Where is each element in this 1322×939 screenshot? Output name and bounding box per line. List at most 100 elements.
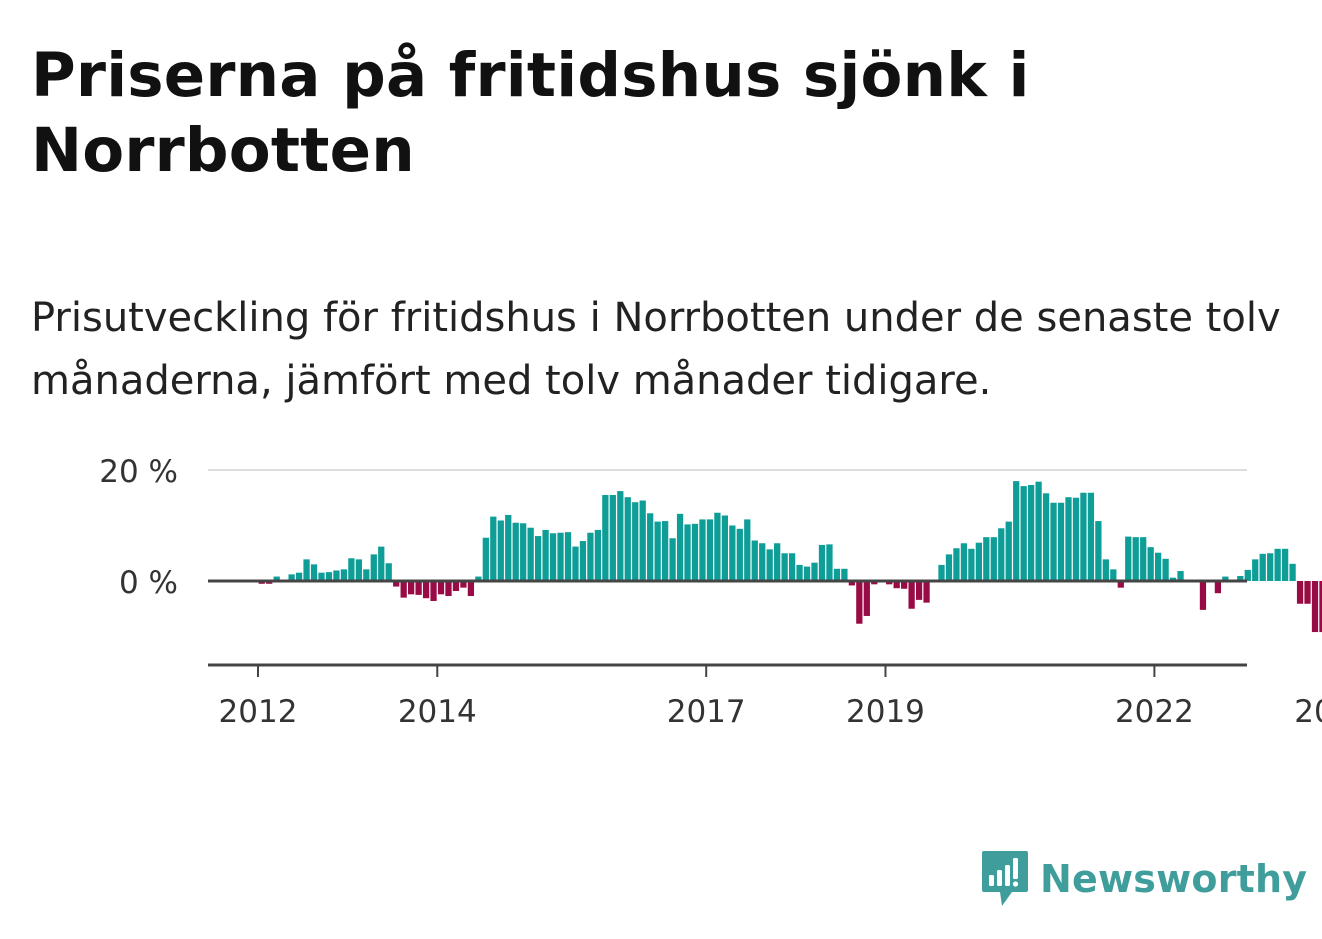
bar: [923, 581, 930, 603]
bar: [647, 513, 654, 581]
bar: [1169, 577, 1177, 581]
y-tick-label: 0 %: [119, 565, 178, 601]
bar: [938, 564, 945, 581]
bar: [774, 543, 781, 581]
bar: [1080, 492, 1087, 581]
bar: [945, 554, 953, 581]
bar: [1087, 492, 1095, 581]
bar: [1102, 559, 1109, 581]
bar: [990, 537, 997, 581]
bar: [303, 559, 310, 581]
bar: [1199, 581, 1207, 610]
bar: [744, 519, 751, 581]
bar: [385, 563, 392, 581]
bar: [759, 543, 766, 581]
bar: [684, 524, 691, 581]
bar: [1132, 537, 1139, 581]
bar: [796, 564, 803, 581]
bar: [482, 537, 489, 581]
bar: [363, 569, 370, 581]
bar: [564, 532, 572, 581]
bar: [1110, 569, 1117, 581]
bar: [632, 502, 639, 581]
bar: [557, 532, 564, 581]
bar: [908, 581, 915, 609]
bar: [706, 519, 714, 581]
bar: [355, 559, 362, 581]
bar: [295, 572, 303, 581]
x-tick-label: 2024: [1294, 694, 1322, 730]
bar: [1050, 502, 1057, 581]
bar: [886, 581, 893, 585]
bar: [691, 523, 699, 581]
bar: [430, 581, 437, 601]
bar: [340, 569, 348, 581]
bar: [1117, 581, 1124, 588]
bar: [901, 581, 908, 589]
bar: [422, 581, 430, 599]
x-tick-label: 2022: [1115, 694, 1194, 730]
bar: [273, 576, 280, 581]
bar: [968, 548, 975, 581]
x-tick-label: 2014: [398, 694, 477, 730]
bar: [587, 532, 594, 581]
bar: [1304, 581, 1311, 604]
newsworthy-logo-icon: [982, 851, 1028, 906]
labels: 0 %20 %201220142017201920222024−3 %: [99, 454, 1322, 730]
bar: [594, 529, 602, 581]
bar: [609, 494, 616, 581]
bar: [766, 549, 773, 581]
bar: [714, 512, 721, 581]
bar: [520, 523, 527, 581]
bar: [333, 570, 340, 581]
bar: [1155, 552, 1162, 581]
bar: [512, 522, 519, 581]
bar: [542, 529, 549, 581]
bar: [736, 528, 743, 581]
bar: [729, 525, 736, 581]
bar: [998, 528, 1005, 582]
bar: [826, 544, 833, 581]
bar: [1005, 521, 1012, 581]
bar: [437, 581, 445, 595]
bar: [1057, 502, 1065, 581]
bar: [624, 497, 631, 581]
x-tick-label: 2019: [846, 694, 925, 730]
bar: [721, 515, 729, 581]
bar: [661, 521, 669, 581]
bar: [370, 554, 377, 581]
bar: [288, 574, 295, 581]
bar: [445, 581, 452, 596]
bar: [676, 513, 684, 581]
bar: [983, 537, 990, 581]
bar: [1020, 486, 1027, 581]
bar: [572, 546, 579, 581]
bar: [408, 581, 415, 595]
page-subtitle: Prisutveckling för fritidshus i Norrbott…: [31, 295, 1281, 404]
brand-name: Newsworthy: [1040, 857, 1308, 901]
bar: [378, 546, 385, 581]
bar: [602, 494, 609, 581]
y-tick-label: 20 %: [99, 454, 178, 490]
x-tick-label: 2017: [667, 694, 746, 730]
bar: [915, 581, 923, 600]
newsworthy-brand: Newsworthy: [980, 848, 1307, 910]
bar: [505, 514, 512, 581]
bar: [393, 581, 400, 587]
page-title: Priserna på fritidshus sjönk i Norrbotte…: [31, 40, 1030, 186]
bar: [811, 562, 818, 581]
bar: [1147, 547, 1154, 581]
bar: [1162, 558, 1169, 581]
bar: [534, 536, 542, 581]
bar: [348, 558, 355, 581]
bar: [1214, 581, 1222, 594]
bar: [1289, 563, 1296, 581]
bar: [452, 581, 460, 591]
bar: [1281, 548, 1289, 581]
bar: [490, 516, 497, 581]
bar: [893, 581, 900, 589]
axes: [208, 579, 1247, 677]
bar: [527, 527, 534, 581]
bars: [258, 481, 1322, 633]
bar: [871, 581, 878, 585]
